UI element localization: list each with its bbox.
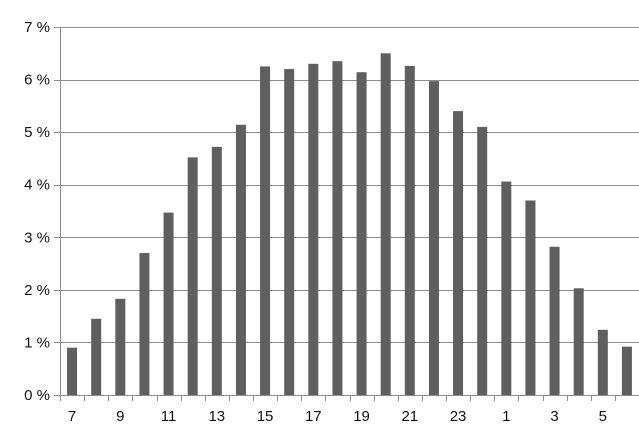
bar-19 [356, 72, 367, 396]
x-tick-label-5: 5 [599, 408, 607, 425]
bar-13 [211, 146, 222, 395]
bar-8 [91, 318, 102, 395]
bar-11 [163, 212, 174, 395]
y-tick-label-6: 6 % [24, 72, 50, 89]
y-tick-label-2: 2 % [24, 282, 50, 299]
x-tick-label-9: 9 [116, 408, 124, 425]
x-tick-label-21: 21 [401, 408, 418, 425]
y-tick-label-5: 5 % [24, 124, 50, 141]
x-tick-label-3: 3 [550, 408, 558, 425]
x-tick-label-17: 17 [305, 408, 322, 425]
axes [54, 27, 639, 401]
x-tick-label-23: 23 [450, 408, 467, 425]
x-tick-label-11: 11 [161, 408, 177, 425]
bar-2 [525, 200, 536, 395]
x-tick-label-15: 15 [257, 408, 274, 425]
bar-15 [260, 66, 271, 396]
bar-18 [332, 61, 343, 396]
x-tick-label-19: 19 [353, 408, 370, 425]
x-tick-label-7: 7 [68, 408, 76, 425]
y-tick-label-3: 3 % [24, 229, 50, 246]
bar-7 [67, 347, 78, 395]
gridlines [60, 27, 639, 343]
bar-17 [308, 63, 319, 396]
y-tick-label-4: 4 % [24, 177, 50, 194]
bar-6 [621, 346, 632, 395]
bar-10 [139, 253, 150, 395]
bar-23 [453, 111, 464, 396]
bar-1 [501, 181, 512, 395]
y-tick-label-1: 1 % [24, 334, 50, 351]
bar-21 [404, 65, 415, 396]
y-tick-label-0: 0 % [24, 387, 50, 404]
bar-14 [235, 124, 246, 395]
bar-3 [549, 246, 560, 395]
bar-0 [477, 126, 488, 395]
y-tick-label-7: 7 % [24, 19, 50, 36]
bar-22 [428, 81, 439, 396]
bar-20 [380, 53, 391, 395]
x-tick-label-1: 1 [502, 408, 510, 425]
x-axis-tick-labels: 7 9 11 13 15 17 19 21 23 1 3 5 [68, 408, 607, 425]
bars [67, 53, 632, 396]
bar-16 [284, 69, 295, 395]
bar-12 [187, 157, 198, 395]
bar-5 [597, 329, 608, 395]
bar-4 [573, 288, 584, 395]
x-tick-label-13: 13 [208, 408, 225, 425]
y-axis-tick-labels: 0 % 1 % 2 % 3 % 4 % 5 % 6 % 7 % [24, 19, 50, 404]
bar-9 [115, 298, 126, 395]
